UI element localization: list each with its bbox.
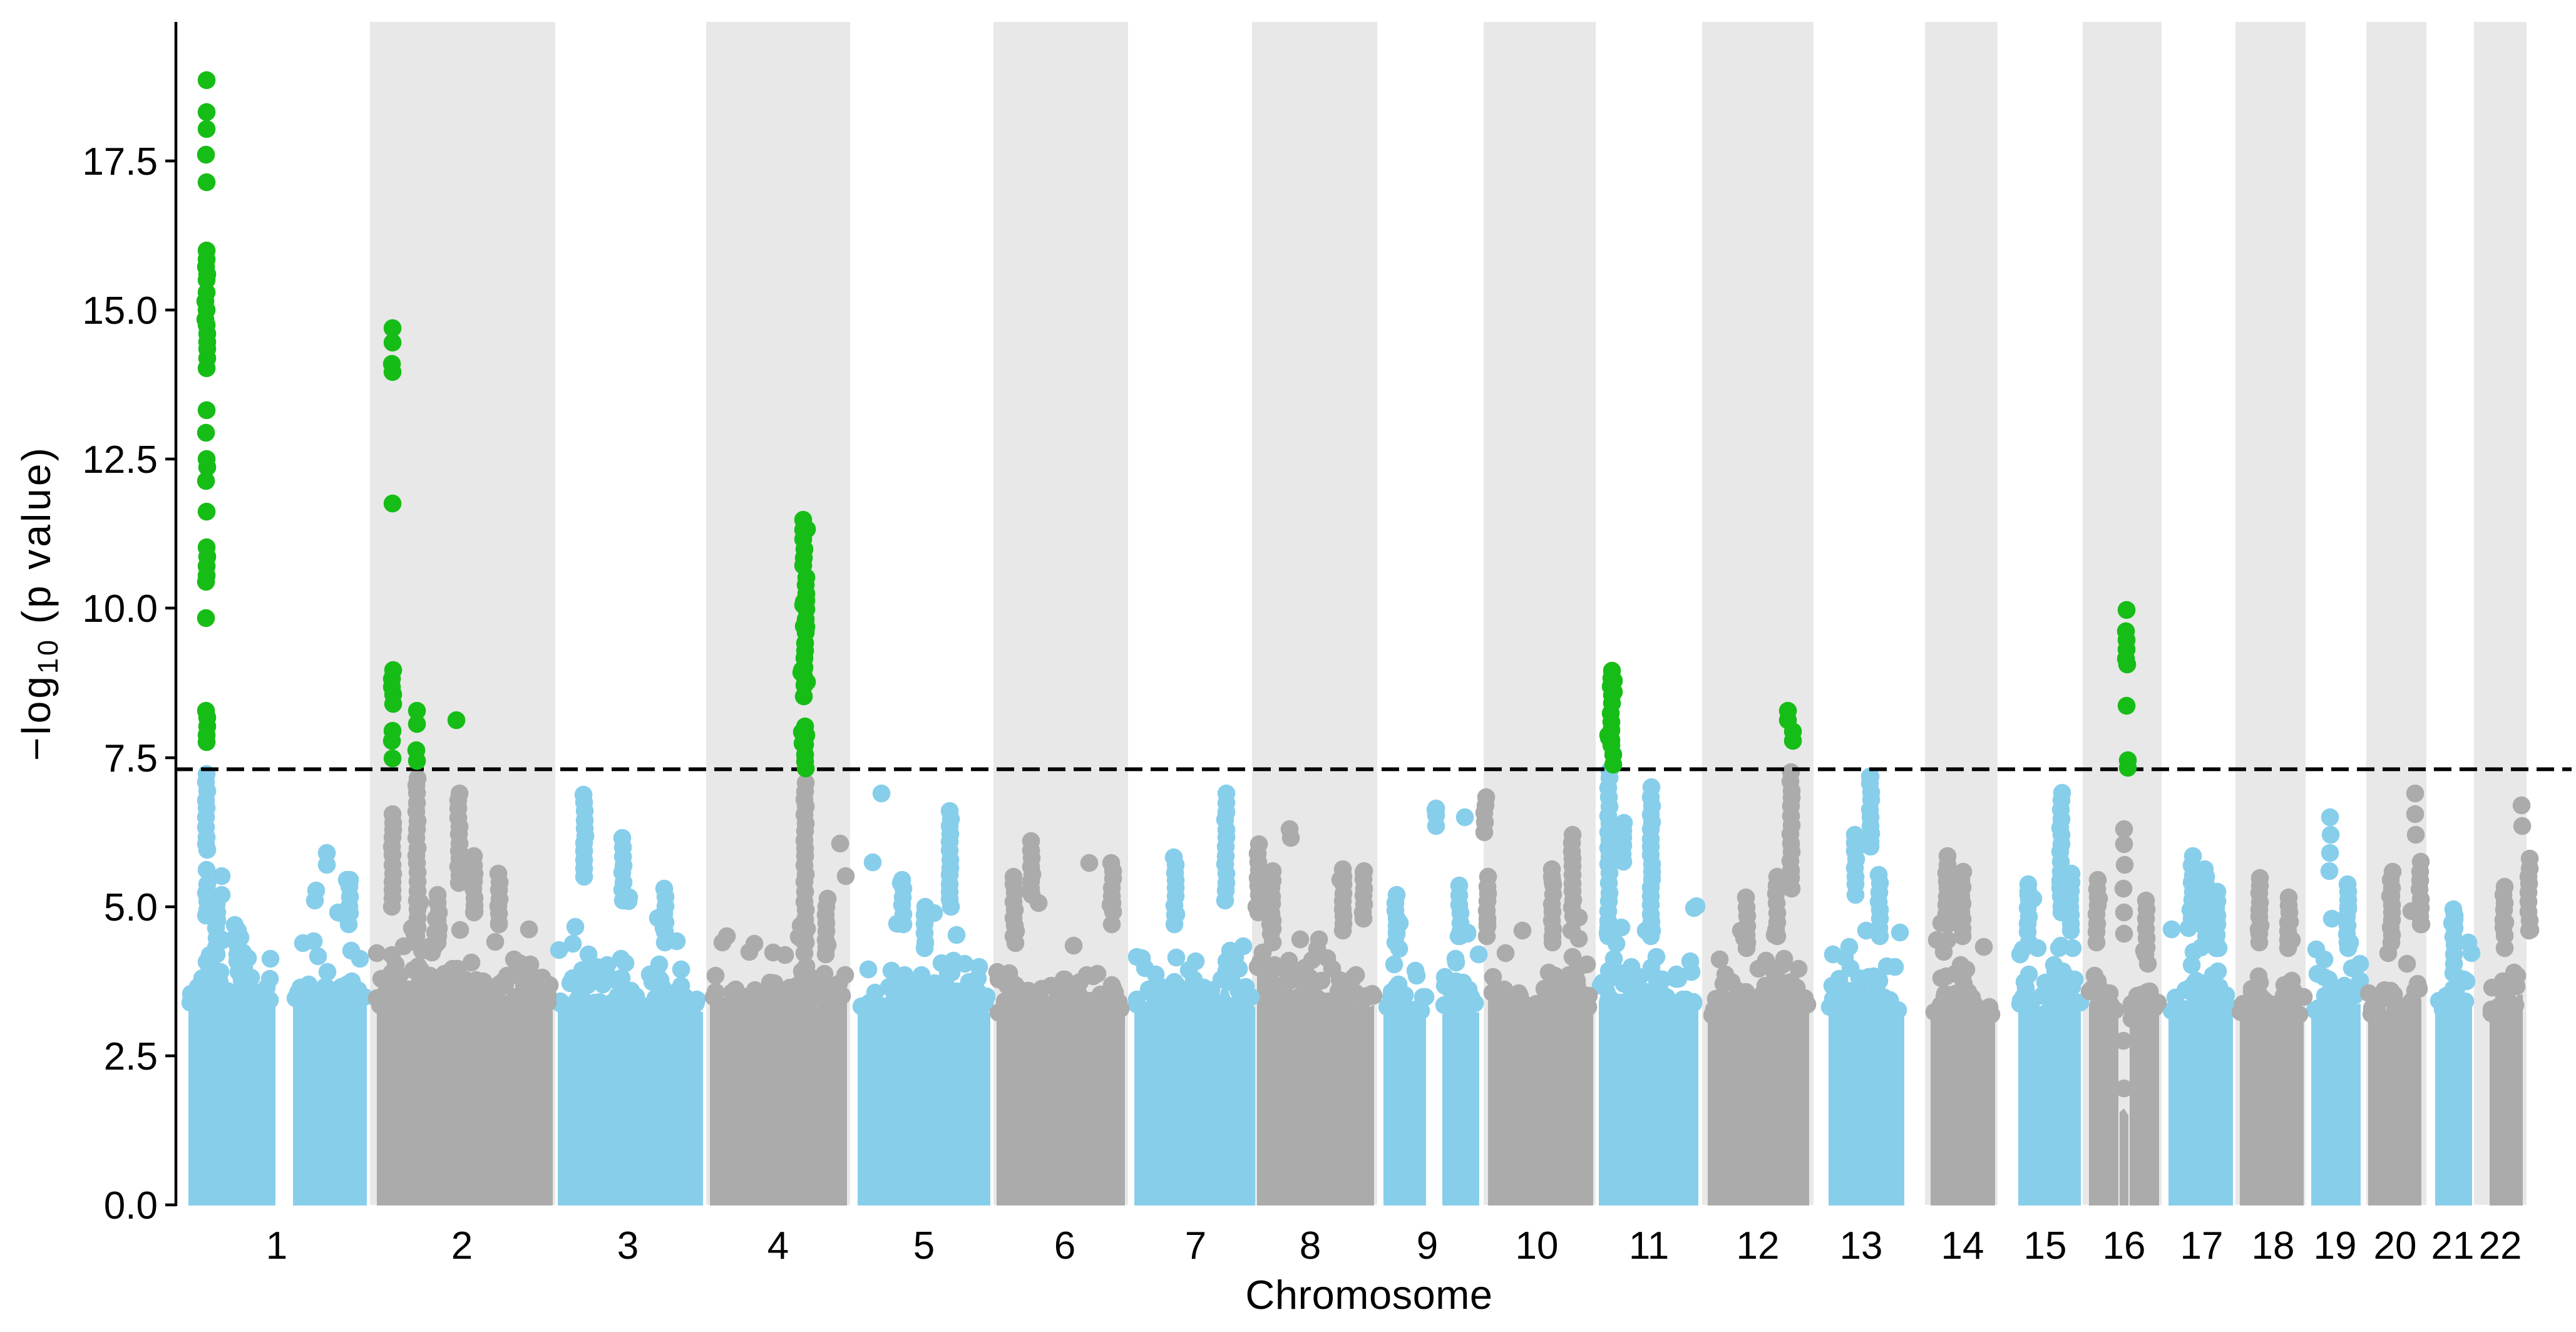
svg-text:10.0: 10.0 [82,587,158,631]
svg-text:3: 3 [617,1224,639,1267]
svg-text:2.5: 2.5 [104,1035,158,1078]
svg-text:14: 14 [1941,1224,1984,1267]
svg-text:7: 7 [1185,1224,1206,1267]
svg-text:18: 18 [2252,1224,2295,1267]
svg-text:22: 22 [2479,1224,2522,1267]
svg-text:20: 20 [2374,1224,2417,1267]
svg-text:0.0: 0.0 [104,1184,158,1227]
svg-text:9: 9 [1417,1224,1438,1267]
svg-text:6: 6 [1054,1224,1075,1267]
svg-text:17.5: 17.5 [82,140,158,183]
svg-text:Chromosome: Chromosome [1245,1272,1492,1318]
svg-text:13: 13 [1840,1224,1883,1267]
svg-text:19: 19 [2314,1224,2357,1267]
svg-text:5.0: 5.0 [104,886,158,929]
svg-text:15.0: 15.0 [82,289,158,333]
svg-text:12.5: 12.5 [82,438,158,482]
svg-text:−log10 (p value): −log10 (p value) [14,445,64,761]
svg-text:16: 16 [2103,1224,2146,1267]
svg-text:5: 5 [913,1224,935,1267]
svg-text:17: 17 [2180,1224,2224,1267]
svg-text:10: 10 [1516,1224,1559,1267]
svg-text:7.5: 7.5 [104,737,158,780]
svg-text:12: 12 [1737,1224,1780,1267]
svg-text:11: 11 [1629,1224,1669,1267]
svg-text:2: 2 [451,1224,473,1267]
svg-text:1: 1 [266,1224,287,1267]
svg-text:4: 4 [767,1224,789,1267]
svg-text:21: 21 [2431,1224,2475,1267]
svg-text:15: 15 [2024,1224,2067,1267]
svg-text:8: 8 [1300,1224,1321,1267]
